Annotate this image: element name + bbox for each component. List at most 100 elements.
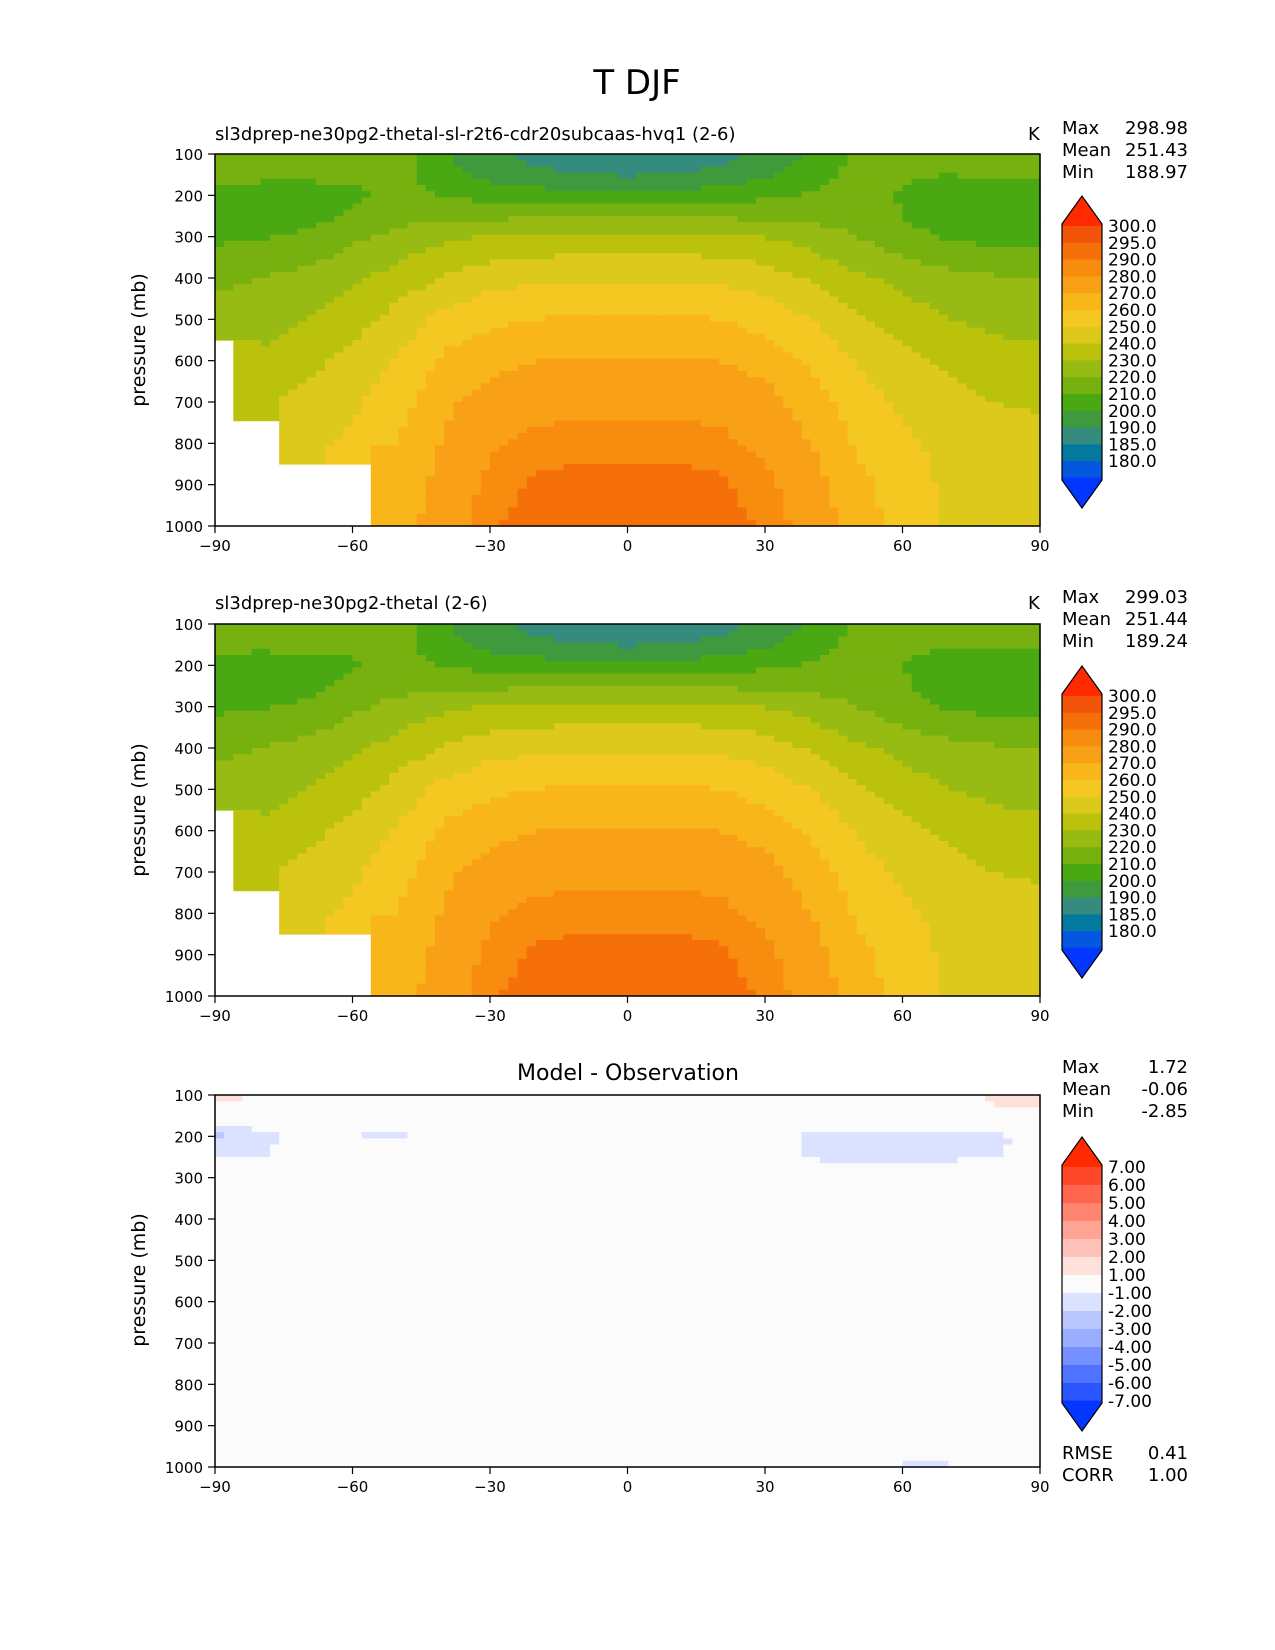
field-cell (636, 482, 647, 490)
field-cell (480, 371, 491, 378)
field-cell (618, 203, 629, 211)
field-cell (682, 309, 693, 316)
field-cell (609, 234, 619, 242)
field-cell (627, 290, 638, 298)
field-cell (975, 470, 986, 477)
field-cell (490, 284, 500, 291)
field-cell (545, 234, 555, 242)
field-cell (783, 426, 794, 434)
field-cell (600, 284, 610, 291)
field-cell (755, 265, 766, 273)
field-cell (691, 395, 702, 403)
field-cell (939, 433, 949, 440)
field-cell (508, 172, 519, 180)
field-cell (407, 222, 418, 229)
field-cell (700, 371, 711, 378)
field-cell (719, 433, 729, 440)
field-cell (682, 160, 693, 167)
field-cell (1021, 426, 1032, 434)
field-cell (490, 420, 500, 428)
field-cell (975, 321, 986, 329)
field-cell (609, 222, 619, 229)
field-cell (847, 203, 858, 211)
field-cell (994, 364, 1004, 372)
field-cell (673, 191, 684, 198)
field-cell (279, 160, 289, 167)
field-cell (581, 228, 592, 236)
field-cell (1012, 470, 1023, 477)
field-cell (462, 464, 473, 471)
field-cell (480, 197, 491, 205)
field-cell (416, 340, 427, 347)
field-cell (920, 451, 931, 459)
field-cell (985, 495, 995, 502)
field-cell (270, 222, 280, 229)
field-cell (370, 371, 381, 378)
field-cell (334, 160, 344, 167)
field-cell (746, 166, 757, 174)
field-cell (490, 203, 500, 211)
field-cell (930, 172, 940, 180)
field-cell (920, 352, 931, 360)
field-cell (425, 185, 436, 192)
field-cell (389, 420, 399, 428)
field-cell (1012, 309, 1023, 316)
field-cell (535, 445, 546, 453)
field-cell (975, 234, 986, 242)
field-cell (673, 197, 684, 205)
field-cell (939, 191, 949, 198)
field-cell (820, 395, 830, 403)
field-cell (315, 433, 326, 440)
field-cell (1021, 160, 1032, 167)
field-cell (682, 371, 693, 378)
field-cell (737, 166, 748, 174)
field-cell (517, 278, 528, 285)
field-cell (930, 333, 940, 341)
field-cell (765, 408, 775, 415)
field-cell (746, 377, 757, 384)
field-cell (1012, 321, 1023, 329)
field-cell (856, 340, 867, 347)
field-cell (994, 414, 1004, 422)
field-cell (783, 290, 794, 298)
field-cell (600, 290, 610, 298)
field-cell (334, 172, 344, 180)
field-cell (994, 154, 1004, 161)
field-cell (636, 247, 647, 254)
field-cell (948, 352, 959, 360)
field-cell (700, 439, 711, 446)
field-cell (645, 488, 656, 496)
field-cell (288, 284, 299, 291)
field-cell (966, 358, 977, 366)
field-cell (251, 172, 262, 180)
field-cell (783, 253, 794, 260)
field-cell (755, 290, 766, 298)
field-cell (1030, 321, 1041, 329)
field-cell (288, 228, 299, 236)
field-cell (728, 222, 739, 229)
field-cell (563, 371, 574, 378)
field-cell (453, 340, 464, 347)
field-cell (251, 265, 262, 273)
field-cell (480, 507, 491, 515)
field-cell (325, 439, 335, 446)
field-cell (297, 271, 308, 279)
field-cell (425, 160, 436, 167)
field-cell (1003, 389, 1014, 397)
field-cell (609, 185, 619, 192)
field-cell (975, 333, 986, 341)
field-cell (343, 420, 354, 428)
field-cell (939, 240, 949, 248)
field-cell (554, 420, 564, 428)
field-cell (581, 495, 592, 502)
field-cell (425, 457, 436, 465)
field-cell (911, 209, 922, 217)
field-cell (306, 253, 317, 260)
field-cell (755, 327, 766, 335)
field-cell (435, 439, 445, 446)
field-cell (875, 358, 885, 366)
field-cell (490, 315, 500, 322)
field-cell (581, 451, 592, 459)
field-cell (856, 259, 867, 267)
field-cell (655, 464, 665, 471)
